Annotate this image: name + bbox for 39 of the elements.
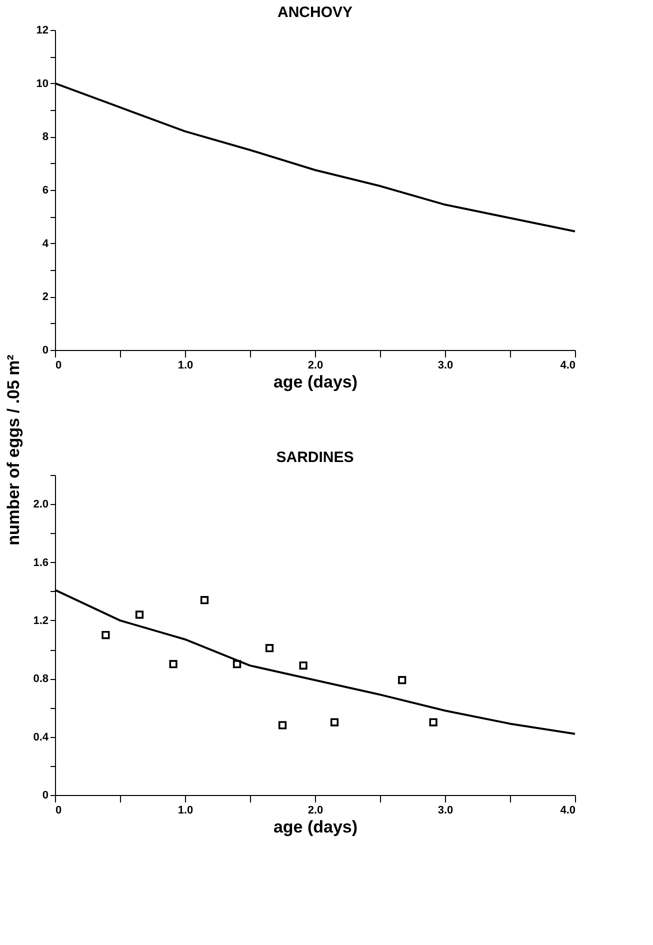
x-tick-label: 2.0 <box>308 360 324 372</box>
point <box>299 661 308 670</box>
point <box>169 660 178 668</box>
x-tick-label: 0 <box>56 360 62 372</box>
y-tick-label: 2.0 <box>33 498 48 511</box>
x-tick-label: 1.0 <box>178 360 194 372</box>
point <box>278 721 287 730</box>
point <box>398 676 406 684</box>
y-tick-label: 0 <box>42 790 48 802</box>
point <box>135 610 144 619</box>
x-tick-label: 3.0 <box>438 360 454 372</box>
y-tick-label: 0.8 <box>33 673 48 686</box>
x-tick-label: 0 <box>56 804 62 816</box>
y-tick-label: 8 <box>42 131 48 144</box>
y-tick-label: 10 <box>36 78 48 90</box>
y-tick-label: 2 <box>42 291 48 304</box>
x-tick-label: 4.0 <box>560 804 576 816</box>
y-tick-label: 4 <box>42 238 50 250</box>
x-axis-title: age (days) <box>273 818 358 836</box>
x-tick-label: 4.0 <box>560 360 576 372</box>
x-tick-label: 3.0 <box>438 804 454 816</box>
y-tick-label: 12 <box>36 24 48 36</box>
point <box>429 718 438 726</box>
y-tick-label: 1.2 <box>33 614 48 627</box>
y-axis-title: number of eggs / .05 m² <box>4 354 23 546</box>
point <box>200 596 209 604</box>
x-tick-label: 1.0 <box>178 804 194 816</box>
x-axis-title: age (days) <box>273 372 358 392</box>
point <box>330 718 339 726</box>
point <box>102 630 110 640</box>
y-tick-label: 0 <box>42 344 48 356</box>
chart-title: ANCHOVY <box>277 4 353 21</box>
point <box>265 644 274 652</box>
point <box>232 660 242 668</box>
chart-title: SARDINES <box>276 449 354 466</box>
y-tick-label: 0.4 <box>33 731 50 744</box>
y-tick-label: 1.6 <box>33 556 48 569</box>
x-tick-label: 2.0 <box>308 804 324 816</box>
y-tick-label: 6 <box>42 184 48 196</box>
